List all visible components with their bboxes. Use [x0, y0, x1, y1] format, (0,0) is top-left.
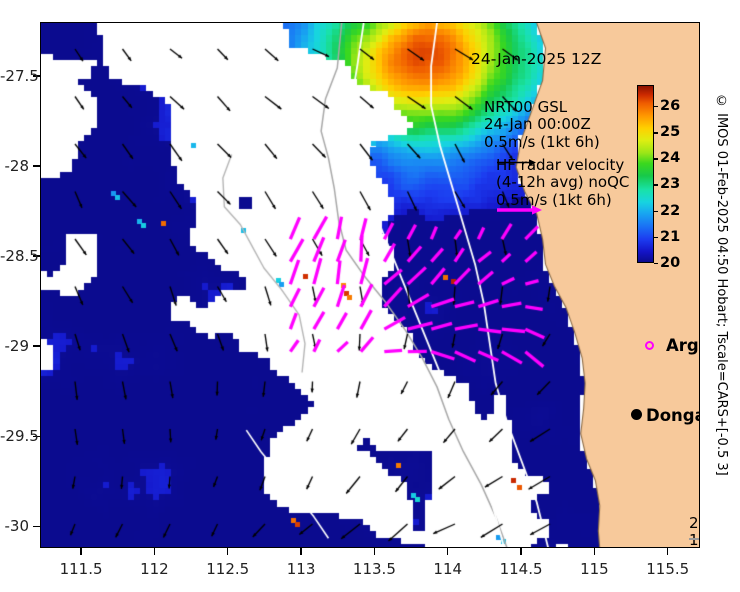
map-plot-area: 24-Jan-2025 12Z NRT00 GSL 24-Jan 00:00Z … [40, 22, 700, 548]
x-axis-tick [446, 548, 449, 555]
depth-200-line [689, 538, 699, 540]
colorbar-tick-label: 23 [660, 176, 681, 193]
x-axis-tick-label: 114 [433, 560, 463, 578]
y-axis-tick-label: -28 [4, 157, 30, 176]
x-axis-tick [666, 548, 669, 555]
vector-overlay-canvas [41, 23, 699, 547]
dongara-label: Dongara [646, 406, 699, 425]
y-axis-tick-label: -28.5 [0, 247, 39, 266]
gsl-annotation-block: NRT00 GSL 24-Jan 00:00Z 0.5m/s (1kt 6h) [484, 98, 600, 151]
x-axis-tick-label: 112 [140, 560, 169, 578]
depth-1000-label: 1000m [689, 531, 699, 547]
x-axis-tick [520, 548, 522, 555]
map-raster-layer [41, 23, 699, 547]
x-axis-tick-label: 115 [580, 560, 609, 578]
y-axis-tick-label: -29.5 [0, 427, 39, 446]
bathymetry-legend: 200m 1000m [689, 514, 699, 547]
colorbar-tick [654, 210, 658, 213]
x-axis-tick [593, 548, 596, 555]
argo-legend-entry: Argo [645, 336, 699, 355]
y-axis-tick [33, 525, 40, 528]
argo-legend-label: Argo [666, 336, 699, 355]
x-axis-tick-label: 114.5 [499, 560, 543, 578]
x-axis-tick-label: 113 [286, 560, 316, 578]
colorbar-tick [654, 263, 658, 265]
colorbar-tick-label: 26 [660, 97, 681, 114]
colorbar-tick-label: 20 [660, 255, 681, 271]
y-axis-tick [33, 345, 40, 347]
x-axis-tick-label: 112.5 [206, 560, 250, 578]
colorbar-tick [654, 184, 658, 186]
x-axis-tick [300, 548, 302, 555]
colorbar-gradient [637, 85, 654, 263]
colorbar-tick-label: 21 [660, 228, 681, 245]
colorbar-tick-label: 24 [660, 150, 681, 167]
colorbar-tick [654, 158, 658, 160]
colorbar-tick-label: 25 [660, 124, 681, 141]
x-axis-tick [80, 548, 82, 555]
y-axis-tick [33, 165, 40, 167]
y-axis-tick [33, 435, 40, 438]
x-axis-tick [226, 548, 229, 555]
dongara-marker-icon [631, 409, 642, 420]
x-axis-tick [373, 548, 376, 555]
argo-marker-icon [645, 341, 654, 350]
x-axis-tick [153, 548, 156, 555]
gsl-reference-arrow-icon [497, 159, 536, 166]
title-date-label: 24-Jan-2025 12Z [471, 50, 602, 68]
colorbar-tick [654, 132, 658, 134]
x-axis-tick-label: 115.5 [646, 560, 690, 578]
colorbar-tick [654, 105, 658, 108]
hf-reference-arrow-icon [497, 205, 542, 215]
y-axis-tick [33, 255, 40, 257]
colorbar-tick-label: 22 [660, 202, 681, 219]
hf-radar-annotation-block: HF radar velocity (4-12h avg) noQC 0.5m/… [496, 156, 630, 209]
y-axis-tick-label: -30 [4, 517, 30, 536]
depth-200-label: 200m [689, 514, 699, 532]
x-axis-tick-label: 113.5 [352, 560, 396, 578]
x-axis-tick-label: 111.5 [59, 560, 103, 578]
credit-label: © IMOS 01-Feb-2025 04:50 Hobart; Tscale=… [714, 94, 729, 476]
colorbar-tick [654, 236, 658, 239]
y-axis-tick-label: -27.5 [0, 67, 39, 86]
y-axis-tick [33, 75, 40, 77]
y-axis-tick-label: -29 [4, 337, 30, 356]
